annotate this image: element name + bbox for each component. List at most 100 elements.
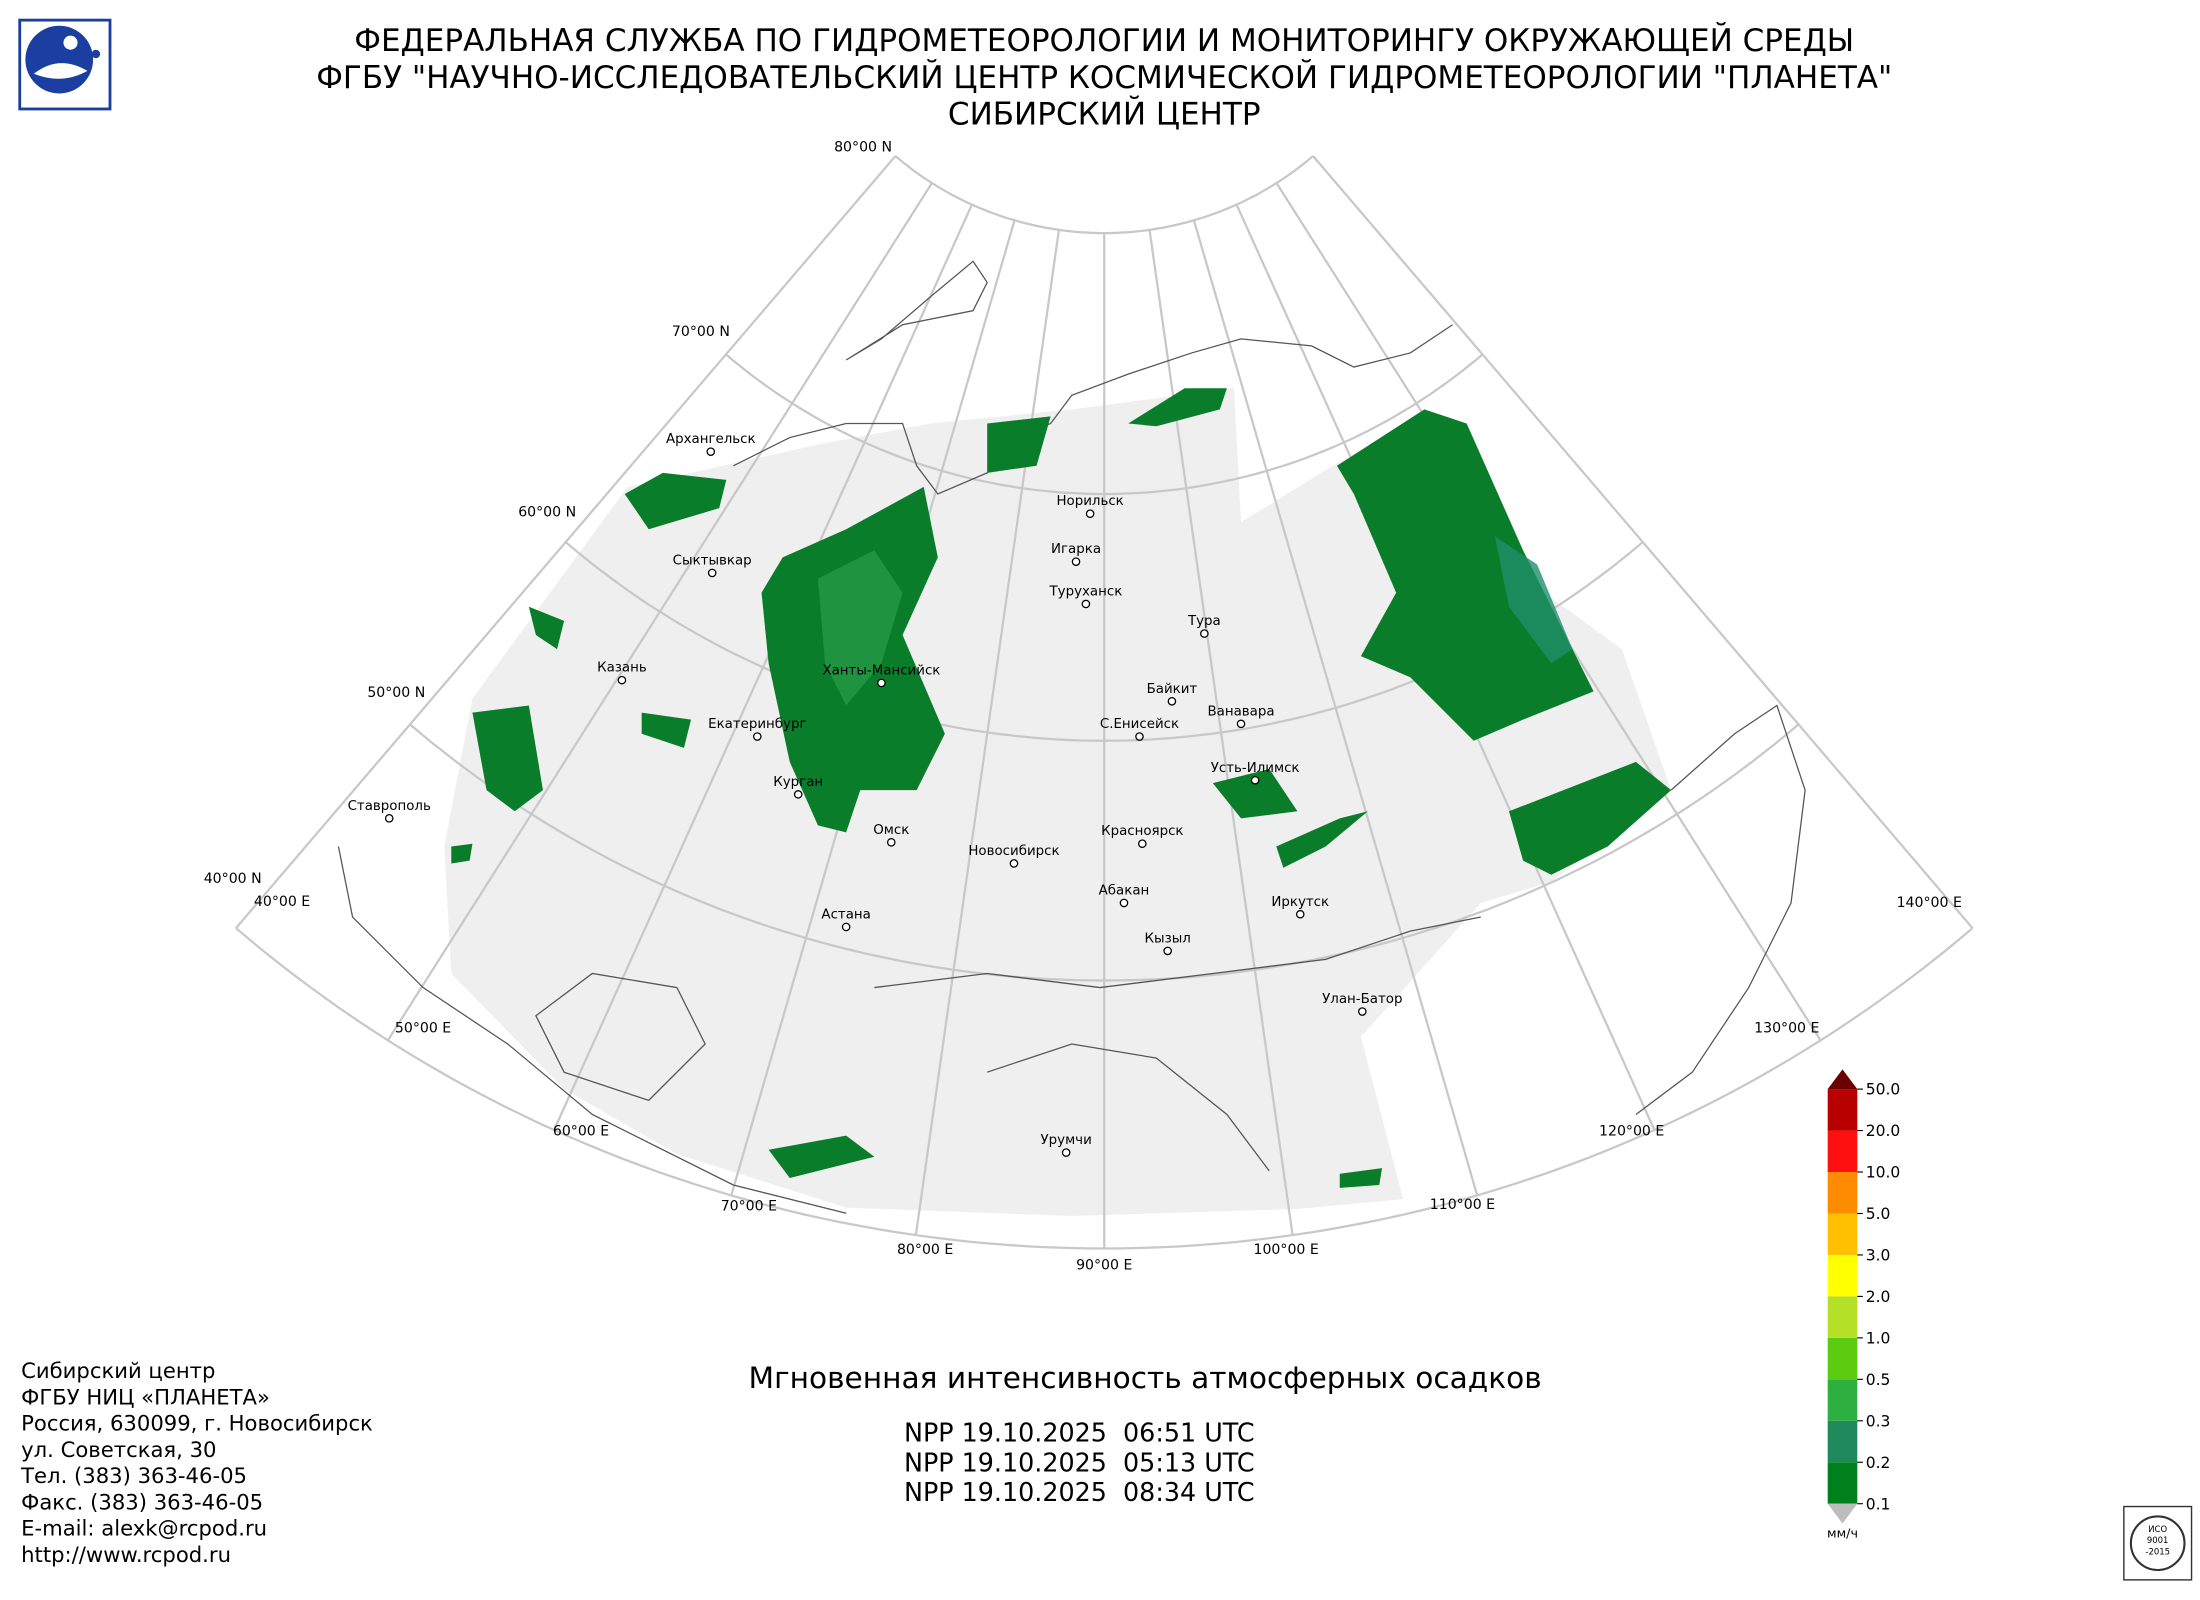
colorbar-label: 3.0 bbox=[1866, 1247, 1891, 1265]
city-label: Тура bbox=[1187, 614, 1221, 629]
iso-text: -2015 bbox=[2145, 1546, 2170, 1556]
city-label: Кызыл bbox=[1145, 931, 1191, 946]
contact-line: E-mail: alexk@rcpod.ru bbox=[21, 1516, 267, 1541]
longitude-label: 80°00 E bbox=[897, 1242, 953, 1258]
header-line: ФЕДЕРАЛЬНАЯ СЛУЖБА ПО ГИДРОМЕТЕОРОЛОГИИ … bbox=[354, 21, 1854, 59]
city-label: Усть-Илимск bbox=[1211, 761, 1300, 776]
city-label: Ханты-Мансийск bbox=[822, 663, 940, 678]
colorbar-band bbox=[1827, 1089, 1858, 1131]
contact-line: ФГБУ НИЦ «ПЛАНЕТА» bbox=[21, 1384, 270, 1409]
city-marker bbox=[707, 568, 717, 578]
longitude-label: 60°00 E bbox=[553, 1124, 609, 1140]
longitude-label: 50°00 E bbox=[395, 1021, 451, 1037]
colorbar-band bbox=[1827, 1213, 1858, 1255]
colorbar-band bbox=[1827, 1254, 1858, 1297]
city-marker bbox=[753, 732, 762, 741]
colorbar-unit: мм/ч bbox=[1827, 1526, 1858, 1541]
product-title: Мгновенная интенсивность атмосферных оса… bbox=[749, 1361, 1542, 1395]
city-marker bbox=[1135, 732, 1144, 741]
city-marker bbox=[1200, 629, 1209, 638]
meridian bbox=[914, 229, 1061, 1236]
city-label: Астана bbox=[821, 907, 870, 922]
cities: Архангельск Сыктывкар Казань Ставрополь Екат… bbox=[348, 432, 1402, 1157]
city-label: Игарка bbox=[1051, 542, 1101, 557]
longitude-label: 120°00 E bbox=[1599, 1124, 1664, 1140]
city-label: Туруханск bbox=[1049, 585, 1123, 600]
colorbar-label: 5.0 bbox=[1866, 1205, 1891, 1223]
map: 80°00 N 70°00 N 60°00 N 50°00 N 40°00 N 40°00… bbox=[204, 139, 1974, 1274]
longitude-label: 100°00 E bbox=[1254, 1242, 1319, 1258]
colorbar-band bbox=[1827, 1130, 1858, 1173]
longitude-label: 90°00 E bbox=[1076, 1258, 1132, 1274]
colorbar-label: 2.0 bbox=[1866, 1288, 1891, 1306]
city-marker bbox=[1081, 599, 1091, 609]
colorbar-band bbox=[1827, 1337, 1858, 1380]
city-label: Абакан bbox=[1099, 882, 1150, 898]
colorbar-label: 10.0 bbox=[1866, 1164, 1901, 1182]
iso-text: ИСО bbox=[2148, 1524, 2167, 1534]
iso-text: 9001 bbox=[2147, 1535, 2169, 1545]
colorbar-label: 0.3 bbox=[1866, 1412, 1891, 1430]
contact-line: Факс. (383) 363-46-05 bbox=[21, 1489, 263, 1514]
city-marker bbox=[1085, 509, 1095, 519]
colorbar-label: 0.2 bbox=[1866, 1454, 1891, 1472]
city-label: Сыктывкар bbox=[673, 553, 752, 568]
city-marker bbox=[1295, 909, 1305, 919]
city-marker bbox=[1061, 1148, 1071, 1157]
colorbar-label: 20.0 bbox=[1866, 1122, 1901, 1140]
coastlines bbox=[337, 260, 1806, 1214]
city-label: Архангельск bbox=[666, 432, 756, 447]
meridian bbox=[1312, 155, 1974, 929]
latitude-label: 60°00 N bbox=[518, 505, 576, 521]
pass: NPP 19.10.2025 05:13 UTC bbox=[904, 1447, 1255, 1477]
longitude-label: 130°00 E bbox=[1754, 1021, 1819, 1037]
logo bbox=[18, 18, 112, 111]
city-marker bbox=[1009, 859, 1019, 868]
colorbar: 0.1 0.2 0.3 0.5 1.0 2.0 3.0 5.0 10.0 20.0 50.0 мм/ч bbox=[1827, 1069, 1901, 1541]
city-marker bbox=[841, 922, 851, 932]
city-marker bbox=[1163, 946, 1172, 956]
header-line: СИБИРСКИЙ ЦЕНТР bbox=[948, 94, 1261, 132]
precipitation bbox=[451, 388, 1672, 1188]
longitude-label: 70°00 E bbox=[721, 1198, 777, 1214]
city-marker bbox=[1119, 898, 1129, 908]
city-marker bbox=[886, 838, 896, 847]
meridian bbox=[235, 155, 897, 929]
meridian bbox=[1192, 219, 1479, 1196]
latitude-label: 80°00 N bbox=[834, 139, 892, 155]
city-marker bbox=[706, 447, 716, 456]
city-label: С.Енисейск bbox=[1100, 717, 1179, 732]
header-line: ФГБУ "НАУЧНО-ИССЛЕДОВАТЕЛЬСКИЙ ЦЕНТР КОС… bbox=[316, 58, 1892, 96]
latitude-label: 50°00 N bbox=[367, 685, 425, 701]
city-label: Урумчи bbox=[1041, 1133, 1092, 1148]
city-label: Екатеринбург bbox=[708, 716, 806, 732]
city-label: Курган bbox=[773, 775, 823, 790]
contact-line: http://www.rcpod.ru bbox=[21, 1542, 231, 1567]
city-label: Ставрополь bbox=[348, 799, 431, 814]
city-marker bbox=[617, 675, 627, 685]
latitude-label: 40°00 N bbox=[204, 871, 262, 887]
colorbar-band bbox=[1827, 1296, 1858, 1338]
pass: NPP 19.10.2025 08:34 UTC bbox=[904, 1477, 1255, 1507]
city-marker bbox=[1358, 1007, 1367, 1016]
contact-line: Тел. (383) 363-46-05 bbox=[20, 1463, 247, 1488]
colorbar-band bbox=[1827, 1172, 1858, 1214]
contact-line: ул. Советская, 30 bbox=[21, 1437, 216, 1462]
colorbar-label: 1.0 bbox=[1866, 1330, 1891, 1348]
geo-labels: 80°00 N 70°00 N 60°00 N 50°00 N 40°00 N 40°00… bbox=[204, 139, 1962, 1273]
city-marker bbox=[793, 790, 803, 799]
city-marker bbox=[1250, 775, 1260, 785]
city-label: Иркутск bbox=[1271, 895, 1329, 910]
longitude-label: 110°00 E bbox=[1430, 1197, 1495, 1213]
colorbar-band bbox=[1827, 1379, 1858, 1421]
colorbar-label: 50.0 bbox=[1866, 1081, 1901, 1099]
colorbar-label: 0.1 bbox=[1866, 1495, 1891, 1513]
city-label: Красноярск bbox=[1101, 824, 1183, 839]
colorbar-over bbox=[1827, 1069, 1858, 1090]
city-marker bbox=[1138, 839, 1147, 849]
city-label: Казань bbox=[597, 661, 647, 676]
contact-line: Сибирский центр bbox=[21, 1358, 215, 1383]
city-label: Улан-Батор bbox=[1322, 992, 1402, 1007]
